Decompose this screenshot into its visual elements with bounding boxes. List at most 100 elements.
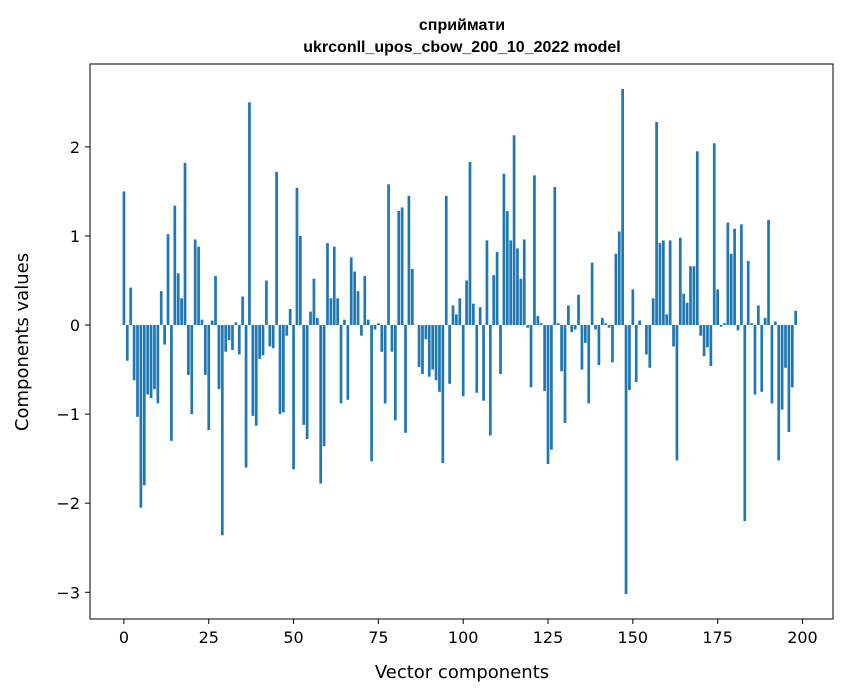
bar xyxy=(543,325,546,391)
bar xyxy=(712,143,716,326)
bar xyxy=(360,325,363,336)
bar xyxy=(757,305,760,326)
bar xyxy=(370,325,373,462)
bar xyxy=(224,325,228,352)
bar xyxy=(170,325,173,441)
bar xyxy=(611,325,614,363)
bar xyxy=(441,325,445,464)
bar xyxy=(668,240,672,326)
bar xyxy=(251,325,255,416)
bar xyxy=(770,325,774,404)
bar xyxy=(787,325,791,432)
bar xyxy=(662,240,665,326)
x-tick-label: 25 xyxy=(199,628,219,647)
chart-title-model: ukrconll_upos_cbow_200_10_2022 model xyxy=(303,39,620,56)
bar xyxy=(726,222,730,326)
bar xyxy=(614,253,618,326)
bar xyxy=(261,325,265,356)
bar xyxy=(353,271,356,326)
bar xyxy=(125,325,129,361)
bar xyxy=(645,325,648,355)
bar xyxy=(292,325,295,470)
bar xyxy=(743,325,747,522)
y-axis-label: Components values xyxy=(12,253,33,431)
bar xyxy=(278,325,282,415)
bar xyxy=(607,325,611,328)
bar xyxy=(136,325,139,417)
bar xyxy=(363,276,367,326)
bar xyxy=(753,325,757,395)
bar xyxy=(315,317,319,326)
bar xyxy=(241,296,245,326)
bar xyxy=(526,325,530,328)
bar xyxy=(159,291,163,326)
bar xyxy=(271,325,275,349)
chart-title-word: сприймати xyxy=(419,17,505,34)
bar xyxy=(702,325,706,357)
y-tick-label: 1 xyxy=(70,227,80,246)
bar xyxy=(336,298,340,326)
bar xyxy=(339,325,343,404)
bar xyxy=(465,280,468,326)
bar xyxy=(417,325,421,367)
bar xyxy=(312,278,316,326)
bar xyxy=(634,325,638,383)
bar xyxy=(180,298,183,326)
bar xyxy=(556,323,560,326)
bar xyxy=(553,186,557,326)
bar xyxy=(302,325,306,425)
bar xyxy=(597,325,601,366)
bar xyxy=(767,219,770,326)
bar xyxy=(522,239,526,326)
bar xyxy=(275,171,278,326)
bar xyxy=(383,325,387,404)
bar xyxy=(658,243,662,326)
bar xyxy=(563,325,567,424)
bar xyxy=(200,319,204,326)
bar xyxy=(472,303,475,326)
bar xyxy=(509,240,513,326)
bar xyxy=(129,287,133,326)
bar xyxy=(326,243,329,326)
bar xyxy=(305,325,309,440)
bar xyxy=(438,325,441,392)
x-tick-label: 125 xyxy=(533,628,564,647)
x-tick-label: 0 xyxy=(119,628,129,647)
bar xyxy=(516,248,519,326)
bar xyxy=(400,207,404,326)
bar xyxy=(784,325,787,368)
bar xyxy=(193,239,197,326)
bar xyxy=(492,275,496,326)
bar xyxy=(750,323,753,326)
bar xyxy=(356,291,360,326)
x-tick-label: 50 xyxy=(283,628,303,647)
bar xyxy=(217,325,221,390)
bar xyxy=(550,325,553,450)
axes-group: 0 25 50 75 100 125 150 175 200 −3 −2 −1 0 1 2 xyxy=(56,63,834,647)
bar xyxy=(153,325,156,390)
bar xyxy=(397,210,401,326)
bar xyxy=(156,325,160,404)
bar xyxy=(139,325,143,508)
x-tick-label: 175 xyxy=(702,628,733,647)
bar xyxy=(431,325,435,370)
x-tick-label: 75 xyxy=(368,628,388,647)
bar xyxy=(380,325,384,352)
bar xyxy=(583,325,587,343)
bar xyxy=(190,325,194,415)
bar xyxy=(282,325,285,413)
bar xyxy=(709,325,713,366)
bar xyxy=(482,325,485,401)
bar xyxy=(689,266,692,326)
bar xyxy=(699,325,703,336)
bar xyxy=(706,325,709,348)
bar xyxy=(529,325,533,388)
bar xyxy=(736,325,740,331)
bar xyxy=(248,102,251,326)
bar xyxy=(621,88,625,326)
bars-group xyxy=(122,88,798,595)
bar xyxy=(187,325,190,375)
bar xyxy=(560,325,563,372)
bar xyxy=(444,195,448,326)
bar xyxy=(346,325,350,400)
